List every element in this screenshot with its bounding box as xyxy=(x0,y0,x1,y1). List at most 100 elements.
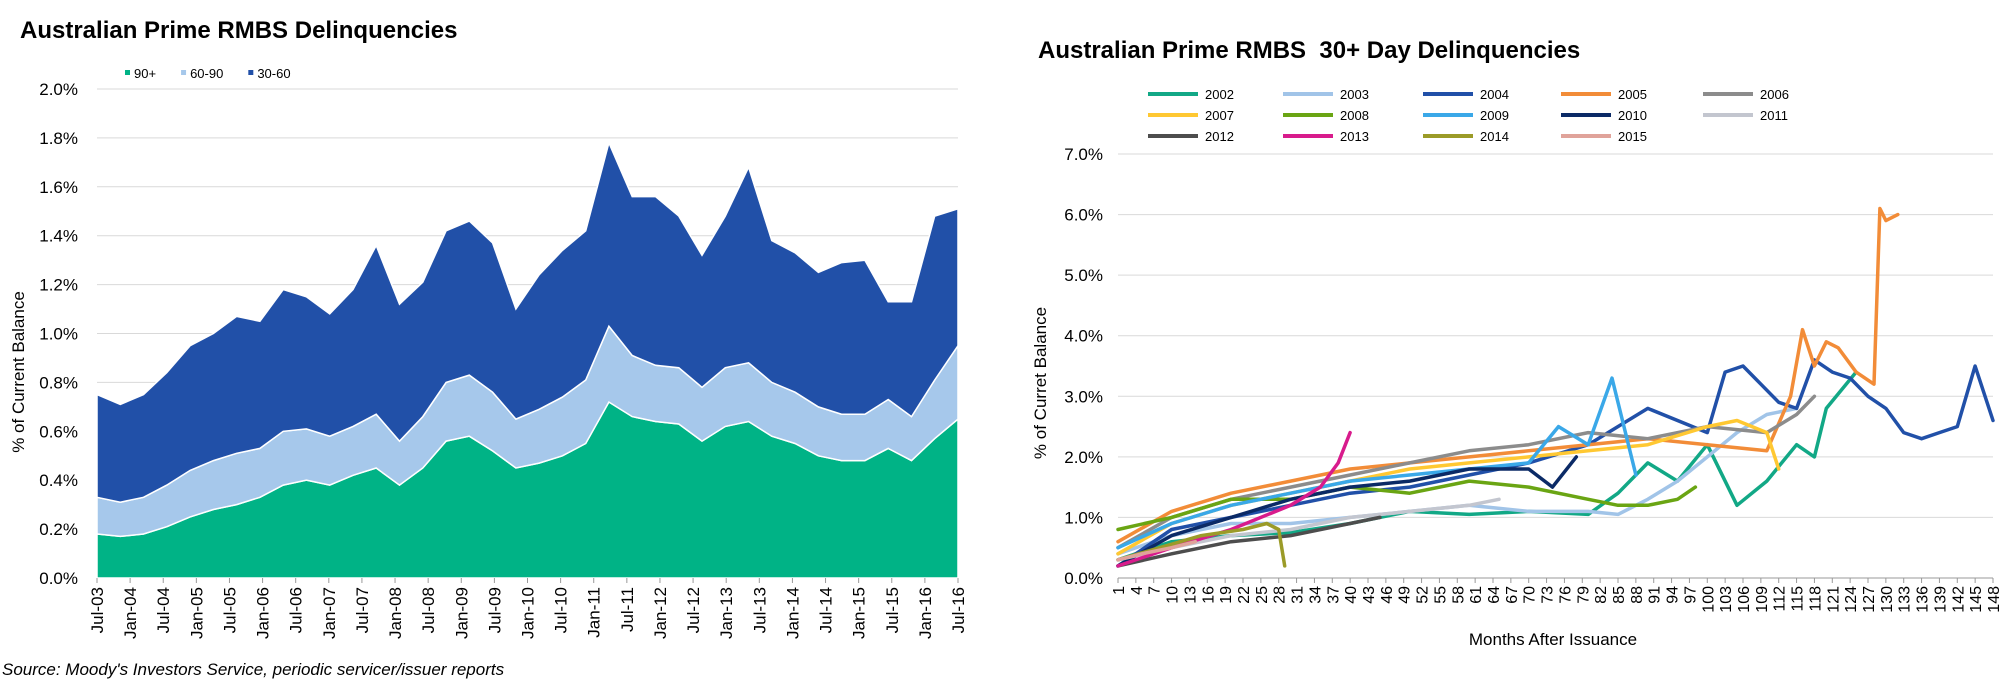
legend-swatch xyxy=(248,70,254,75)
x-tick-label: 148 xyxy=(1986,586,2003,613)
chart-left-ylabel: % of Current Balance xyxy=(9,291,28,453)
legend-label: 2002 xyxy=(1205,87,1234,102)
x-tick-label: 73 xyxy=(1540,586,1557,604)
x-tick-label: 31 xyxy=(1290,586,1307,604)
chart-right-x-axis: 1 4 7 10 13 16 19 22 25 28 31 34 37 40 43 46 49 52 55 58 61 6… xyxy=(1111,578,2003,613)
x-tick-label: Jan-09 xyxy=(452,587,471,639)
x-tick-label: Jul-04 xyxy=(154,587,173,633)
x-tick-label: Jul-08 xyxy=(419,587,438,633)
legend-label: 30-60 xyxy=(257,66,290,81)
x-tick-label: Jan-08 xyxy=(386,587,405,639)
legend-swatch xyxy=(125,70,130,75)
x-tick-label: Jul-09 xyxy=(485,587,504,633)
y-tick-label: 0.2% xyxy=(39,520,78,539)
area-series-30-60 xyxy=(96,140,959,503)
legend-label: 2013 xyxy=(1340,129,1369,144)
x-tick-label: 4 xyxy=(1129,586,1146,595)
x-tick-label: 34 xyxy=(1307,586,1324,604)
x-tick-label: 46 xyxy=(1379,586,1396,604)
y-tick-label: 1.8% xyxy=(39,129,78,148)
chart-left-title: Australian Prime RMBS Delinquencies xyxy=(20,17,457,44)
line-series-2006 xyxy=(1116,394,1817,550)
line-series-2010 xyxy=(1116,455,1579,568)
y-tick-label: 1.4% xyxy=(39,227,78,246)
x-tick-label: 76 xyxy=(1557,586,1574,604)
x-tick-label: 97 xyxy=(1682,586,1699,604)
x-tick-label: 91 xyxy=(1647,586,1664,604)
x-tick-label: 88 xyxy=(1629,586,1646,604)
x-tick-label: 127 xyxy=(1861,586,1878,613)
legend-label: 2004 xyxy=(1480,87,1509,102)
legend-label: 2006 xyxy=(1760,87,1789,102)
x-tick-label: 13 xyxy=(1182,586,1199,604)
line-series-2012 xyxy=(1116,515,1382,568)
y-tick-label: 0.8% xyxy=(39,373,78,392)
line-series-2008 xyxy=(1116,479,1698,532)
chart-right-ylabel: % of Curret Balance xyxy=(1031,307,1050,459)
legend-label: 60-90 xyxy=(190,66,223,81)
legend-label: 2014 xyxy=(1480,129,1509,144)
chart-left-areas xyxy=(96,140,959,579)
x-tick-label: 7 xyxy=(1147,586,1164,595)
x-tick-label: 58 xyxy=(1450,586,1467,604)
x-tick-label: Jan-05 xyxy=(187,587,206,639)
chart-right-y-axis: 0.0% 1.0% 2.0% 3.0% 4.0% 5.0% 6.0% 7.0% xyxy=(1064,145,1103,588)
x-tick-label: Jan-15 xyxy=(850,587,869,639)
legend-label: 90+ xyxy=(134,66,156,81)
x-tick-label: 94 xyxy=(1665,586,1682,604)
x-tick-label: Jul-15 xyxy=(883,587,902,633)
legend-label: 2012 xyxy=(1205,129,1234,144)
x-tick-label: 19 xyxy=(1218,586,1235,604)
x-tick-label: 16 xyxy=(1200,586,1217,604)
x-tick-label: Jan-13 xyxy=(717,587,736,639)
x-tick-label: 40 xyxy=(1343,586,1360,604)
legend-label: 2009 xyxy=(1480,108,1509,123)
x-tick-label: 130 xyxy=(1879,586,1896,613)
x-tick-label: 22 xyxy=(1236,586,1253,604)
y-tick-label: 0.4% xyxy=(39,471,78,490)
x-tick-label: 139 xyxy=(1932,586,1949,613)
y-tick-label: 1.6% xyxy=(39,178,78,197)
y-tick-label: 2.0% xyxy=(1064,448,1103,467)
x-tick-label: Jul-03 xyxy=(88,587,107,633)
x-tick-label: 43 xyxy=(1361,586,1378,604)
line-series-2004 xyxy=(1116,358,1995,568)
x-tick-label: 145 xyxy=(1968,586,1985,613)
x-tick-label: Jul-07 xyxy=(353,587,372,633)
x-tick-label: Jul-10 xyxy=(552,587,571,633)
line-series-2015 xyxy=(1116,539,1198,562)
line-series-2014 xyxy=(1116,521,1287,568)
x-tick-label: 67 xyxy=(1504,586,1521,604)
legend-label: 2010 xyxy=(1618,108,1647,123)
x-tick-label: Jan-07 xyxy=(320,587,339,639)
y-tick-label: 5.0% xyxy=(1064,266,1103,285)
legend-label: 2015 xyxy=(1618,129,1647,144)
legend-label: 2005 xyxy=(1618,87,1647,102)
x-tick-label: Jul-12 xyxy=(684,587,703,633)
x-tick-label: 118 xyxy=(1807,586,1824,612)
chart-right-legend: 2002 2003 2004 2005 2006 2007 2008 2009 2010 2011… xyxy=(1148,87,1789,144)
x-tick-label: 28 xyxy=(1272,586,1289,604)
chart-left-legend: 90+ 60-90 30-60 xyxy=(125,66,291,81)
legend-label: 2003 xyxy=(1340,87,1369,102)
x-tick-label: 61 xyxy=(1468,586,1485,604)
legend-label: 2011 xyxy=(1760,108,1788,123)
x-tick-label: 106 xyxy=(1736,586,1753,613)
x-tick-label: 85 xyxy=(1611,586,1628,604)
x-tick-label: 64 xyxy=(1486,586,1503,604)
line-series-2005 xyxy=(1116,206,1900,544)
x-tick-label: 52 xyxy=(1415,586,1432,604)
y-tick-label: 3.0% xyxy=(1064,387,1103,406)
y-tick-label: 0.6% xyxy=(39,422,78,441)
x-tick-label: 100 xyxy=(1700,586,1717,613)
x-tick-label: Jul-06 xyxy=(287,587,306,633)
x-tick-label: Jan-06 xyxy=(254,587,273,639)
x-tick-label: 124 xyxy=(1843,586,1860,613)
x-tick-label: 121 xyxy=(1825,586,1842,613)
x-tick-label: Jul-11 xyxy=(618,587,637,632)
x-tick-label: Jan-12 xyxy=(651,587,670,639)
x-tick-label: Jul-16 xyxy=(949,587,968,633)
x-tick-label: 103 xyxy=(1718,586,1735,613)
y-tick-label: 2.0% xyxy=(39,80,78,99)
x-tick-label: Jan-10 xyxy=(519,587,538,639)
